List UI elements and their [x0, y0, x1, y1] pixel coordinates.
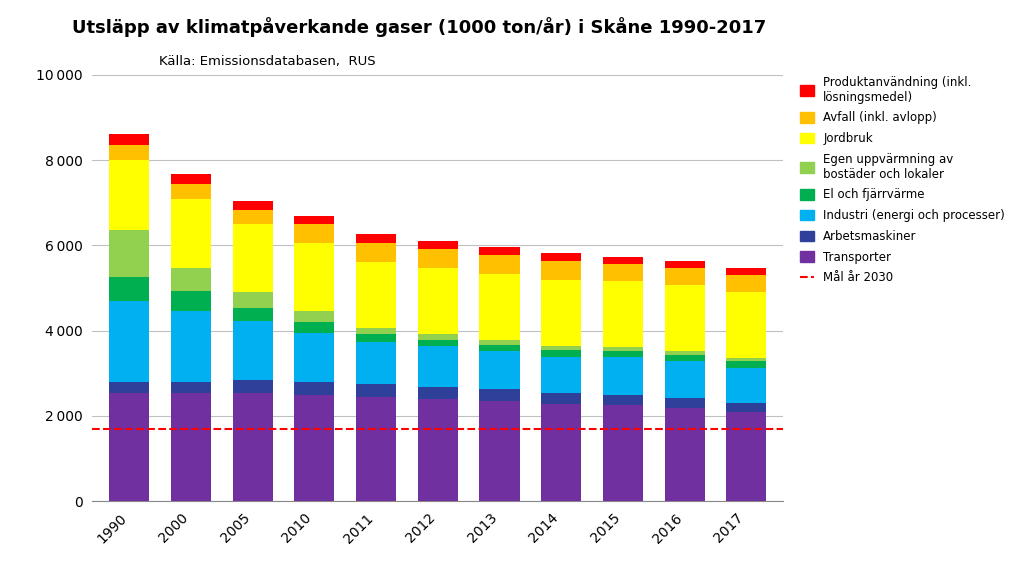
- Bar: [418, 335, 458, 340]
- Bar: [356, 397, 396, 501]
- Bar: [541, 280, 582, 346]
- Legend: Produktanvändning (inkl.
lösningsmedel), Avfall (inkl. avlopp), Jordbruk, Egen u: Produktanvändning (inkl. lösningsmedel),…: [797, 72, 1009, 288]
- Bar: [418, 399, 458, 501]
- Bar: [603, 347, 643, 351]
- Bar: [294, 312, 335, 322]
- Bar: [665, 399, 705, 408]
- Bar: [171, 382, 211, 393]
- Bar: [110, 145, 150, 160]
- Bar: [232, 381, 272, 393]
- Bar: [294, 395, 335, 501]
- Bar: [665, 355, 705, 361]
- Bar: [110, 382, 150, 393]
- Bar: [232, 308, 272, 321]
- Bar: [479, 255, 519, 274]
- Bar: [541, 346, 582, 350]
- Bar: [603, 281, 643, 347]
- Bar: [479, 401, 519, 501]
- Bar: [294, 322, 335, 333]
- Bar: [603, 264, 643, 281]
- Bar: [541, 261, 582, 280]
- Text: Källa: Emissionsdatabasen,  RUS: Källa: Emissionsdatabasen, RUS: [159, 55, 376, 68]
- Bar: [479, 274, 519, 340]
- Bar: [726, 292, 766, 358]
- Bar: [171, 312, 211, 382]
- Bar: [110, 393, 150, 501]
- Bar: [356, 262, 396, 328]
- Bar: [356, 335, 396, 342]
- Bar: [418, 268, 458, 335]
- Bar: [356, 234, 396, 243]
- Bar: [541, 253, 582, 261]
- Bar: [356, 384, 396, 397]
- Bar: [110, 230, 150, 278]
- Bar: [665, 261, 705, 268]
- Bar: [479, 247, 519, 255]
- Bar: [603, 406, 643, 501]
- Bar: [232, 321, 272, 381]
- Bar: [726, 412, 766, 501]
- Bar: [665, 408, 705, 501]
- Bar: [665, 285, 705, 351]
- Bar: [356, 342, 396, 384]
- Bar: [603, 351, 643, 358]
- Bar: [232, 292, 272, 308]
- Bar: [479, 344, 519, 351]
- Bar: [418, 249, 458, 268]
- Bar: [479, 351, 519, 389]
- Bar: [541, 350, 582, 357]
- Bar: [110, 301, 150, 382]
- Bar: [232, 393, 272, 501]
- Bar: [356, 328, 396, 335]
- Bar: [232, 200, 272, 210]
- Bar: [232, 223, 272, 292]
- Bar: [726, 275, 766, 292]
- Bar: [726, 403, 766, 412]
- Bar: [665, 351, 705, 355]
- Bar: [541, 357, 582, 393]
- Bar: [110, 160, 150, 230]
- Bar: [171, 291, 211, 312]
- Bar: [110, 134, 150, 145]
- Bar: [665, 268, 705, 285]
- Bar: [110, 278, 150, 301]
- Bar: [726, 367, 766, 403]
- Bar: [603, 358, 643, 395]
- Bar: [418, 387, 458, 399]
- Bar: [418, 340, 458, 346]
- Bar: [171, 184, 211, 199]
- Bar: [294, 215, 335, 224]
- Bar: [726, 358, 766, 361]
- Bar: [541, 393, 582, 404]
- Bar: [232, 210, 272, 223]
- Bar: [479, 340, 519, 344]
- Bar: [294, 382, 335, 395]
- Text: Utsläpp av klimatpåverkande gaser (1000 ton/år) i Skåne 1990-2017: Utsläpp av klimatpåverkande gaser (1000 …: [72, 17, 766, 37]
- Bar: [294, 224, 335, 243]
- Bar: [356, 243, 396, 262]
- Bar: [726, 267, 766, 275]
- Bar: [171, 393, 211, 501]
- Bar: [171, 174, 211, 184]
- Bar: [603, 395, 643, 406]
- Bar: [294, 243, 335, 312]
- Bar: [603, 257, 643, 264]
- Bar: [171, 199, 211, 267]
- Bar: [294, 333, 335, 382]
- Bar: [171, 267, 211, 291]
- Bar: [418, 346, 458, 387]
- Bar: [479, 389, 519, 401]
- Bar: [418, 241, 458, 249]
- Bar: [726, 361, 766, 367]
- Bar: [665, 361, 705, 399]
- Bar: [541, 404, 582, 501]
